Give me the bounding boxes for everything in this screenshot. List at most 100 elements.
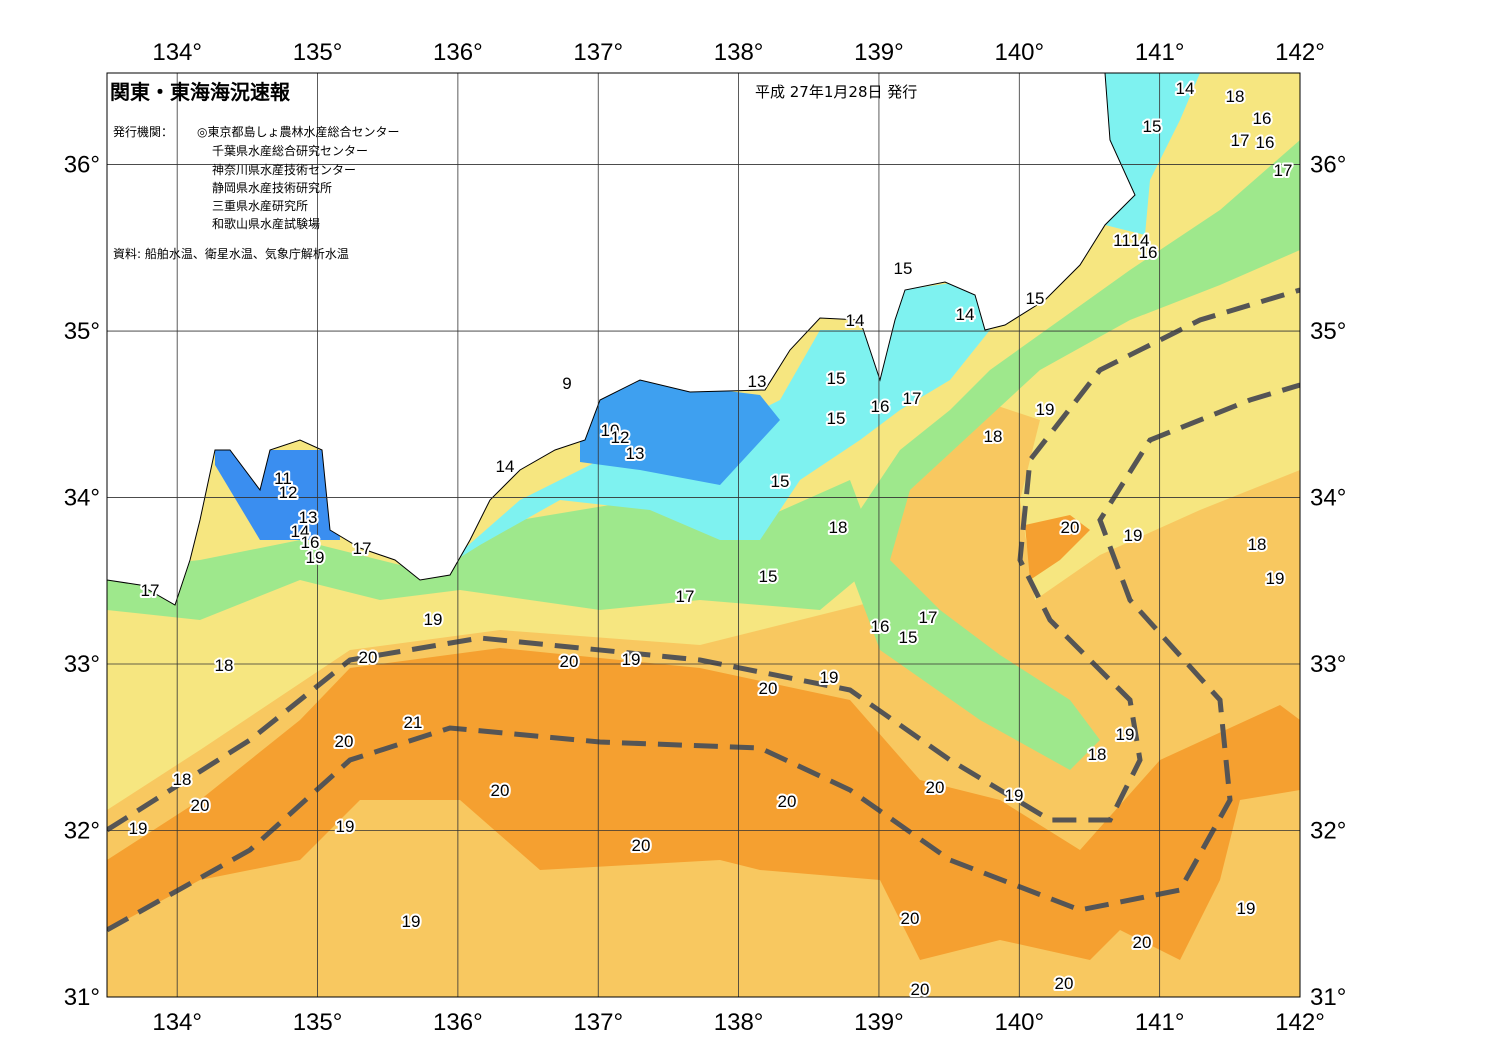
contour-label: 21 bbox=[404, 713, 423, 732]
contour-label: 16 bbox=[1256, 133, 1275, 152]
contour-label: 16 bbox=[871, 397, 890, 416]
contour-label: 19 bbox=[424, 610, 443, 629]
lon-label: 134° bbox=[152, 1009, 202, 1036]
contour-label: 17 bbox=[919, 608, 938, 627]
contour-label: 14 bbox=[846, 311, 865, 330]
contour-label: 18 bbox=[1226, 87, 1245, 106]
contour-label: 20 bbox=[191, 796, 210, 815]
lon-label: 134° bbox=[152, 39, 202, 66]
contour-label: 19 bbox=[129, 819, 148, 838]
contour-label: 16 bbox=[1253, 109, 1272, 128]
lon-label: 136° bbox=[433, 39, 483, 66]
contour-label: 20 bbox=[1133, 933, 1152, 952]
contour-label: 19 bbox=[336, 817, 355, 836]
lon-label: 138° bbox=[714, 39, 764, 66]
contour-label: 17 bbox=[1274, 161, 1293, 180]
kuroshio-axis-south bbox=[107, 382, 1300, 933]
land bbox=[107, 73, 1136, 606]
contour-label: 18 bbox=[984, 427, 1003, 446]
map-frame bbox=[106, 72, 1301, 998]
contour-label: 15 bbox=[827, 369, 846, 388]
contour-label: 19 bbox=[1036, 400, 1055, 419]
contour-label: 15 bbox=[771, 472, 790, 491]
contour-label: 9 bbox=[562, 374, 571, 393]
contour-label: 16 bbox=[301, 533, 320, 552]
contour-label: 11 bbox=[274, 469, 292, 488]
zone-blue bbox=[580, 380, 780, 485]
lat-label: 33° bbox=[64, 651, 100, 678]
contour-label: 15 bbox=[759, 567, 778, 586]
lon-label: 139° bbox=[854, 1009, 904, 1036]
lon-label: 138° bbox=[714, 1009, 764, 1036]
agency: 和歌山県水産試験場 bbox=[212, 216, 320, 231]
contour-label: 18 bbox=[1088, 745, 1107, 764]
agency: ◎東京都島しょ農林水産総合センター bbox=[197, 124, 399, 139]
lat-label: 32° bbox=[64, 818, 100, 845]
contour-label: 20 bbox=[778, 792, 797, 811]
contour-label: 17 bbox=[353, 539, 372, 558]
lat-label: 36° bbox=[1310, 152, 1346, 179]
contour-label: 20 bbox=[1055, 974, 1074, 993]
lon-label: 135° bbox=[293, 1009, 343, 1036]
contour-label: 17 bbox=[903, 389, 922, 408]
lat-label: 35° bbox=[64, 318, 100, 345]
contour-label: 19 bbox=[1005, 786, 1024, 805]
contour-label: 18 bbox=[173, 770, 192, 789]
lat-label: 36° bbox=[64, 152, 100, 179]
contour-label: 14 bbox=[956, 305, 975, 324]
contour-label: 15 bbox=[1143, 117, 1162, 136]
lon-label: 137° bbox=[573, 1009, 623, 1036]
contour-label: 19 bbox=[1237, 899, 1256, 918]
contour-label: 19 bbox=[1124, 526, 1143, 545]
contour-label: 10 bbox=[601, 421, 620, 440]
contour-label: 19 bbox=[820, 668, 839, 687]
contour-label: 13 bbox=[626, 444, 645, 463]
lon-label: 139° bbox=[854, 39, 904, 66]
title: 関東・東海海況速報 bbox=[110, 80, 291, 104]
contour-label: 19 bbox=[1116, 725, 1135, 744]
contour-label: 15 bbox=[899, 628, 918, 647]
contour-label: 19 bbox=[306, 548, 325, 567]
contour-label: 14 bbox=[291, 522, 310, 541]
contour-label: 20 bbox=[491, 781, 510, 800]
lat-label: 31° bbox=[64, 984, 100, 1011]
lat-label: 33° bbox=[1310, 651, 1346, 678]
contour-label: 20 bbox=[560, 652, 579, 671]
lon-label: 142° bbox=[1275, 1009, 1325, 1036]
lat-label: 31° bbox=[1310, 984, 1346, 1011]
contour-label: 20 bbox=[901, 909, 920, 928]
contour-label: 20 bbox=[335, 732, 354, 751]
contour-label: 15 bbox=[894, 259, 913, 278]
contour-label: 20 bbox=[359, 648, 378, 667]
zone-cyan bbox=[440, 282, 1000, 570]
contour-label: 17 bbox=[141, 581, 160, 600]
lon-label: 141° bbox=[1135, 39, 1185, 66]
agency: 静岡県水産技術研究所 bbox=[212, 180, 332, 195]
lat-label: 34° bbox=[1310, 485, 1346, 512]
lon-label: 140° bbox=[994, 1009, 1044, 1036]
contour-label: 20 bbox=[911, 980, 930, 999]
contour-label: 14 bbox=[1131, 231, 1150, 250]
lon-label: 141° bbox=[1135, 1009, 1185, 1036]
contour-label: 13 bbox=[748, 372, 767, 391]
agency: 三重県水産研究所 bbox=[212, 198, 308, 213]
contour-label: 19 bbox=[402, 912, 421, 931]
contour-label: 18 bbox=[829, 518, 848, 537]
lon-label: 136° bbox=[433, 1009, 483, 1036]
contour-label: 17 bbox=[676, 587, 695, 606]
agency-label: 発行機関： bbox=[113, 124, 173, 139]
lat-label: 35° bbox=[1310, 318, 1346, 345]
contour-label: 20 bbox=[1061, 518, 1080, 537]
lon-label: 140° bbox=[994, 39, 1044, 66]
lon-label: 137° bbox=[573, 39, 623, 66]
issue-date: 平成 27年1月28日 発行 bbox=[755, 83, 917, 101]
lat-label: 34° bbox=[64, 485, 100, 512]
contour-label: 12 bbox=[279, 483, 298, 502]
contour-label: 18 bbox=[215, 656, 234, 675]
agency: 神奈川県水産技術センター bbox=[212, 162, 356, 177]
contour-label: 17 bbox=[1231, 131, 1250, 150]
contour-label: 16 bbox=[1139, 243, 1158, 262]
contour-label: 20 bbox=[632, 836, 651, 855]
lon-label: 142° bbox=[1275, 39, 1325, 66]
